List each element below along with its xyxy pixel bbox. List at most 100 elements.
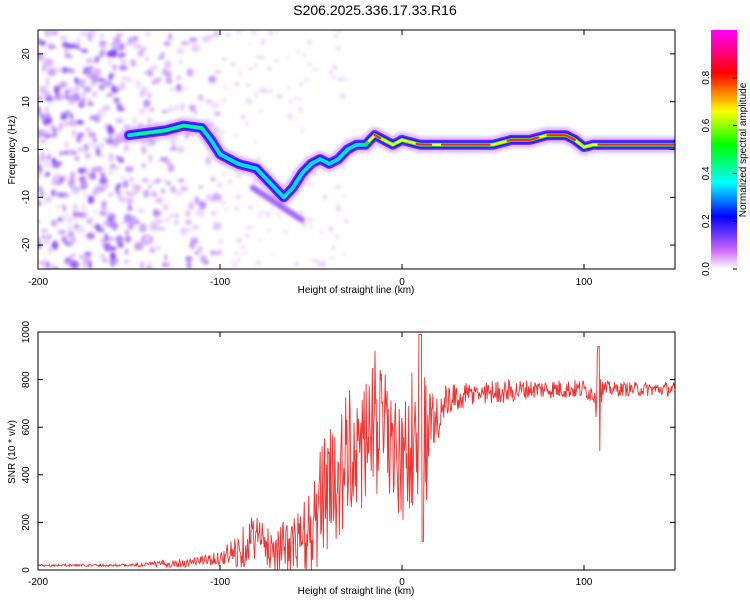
spectrogram-noise-blob [206, 34, 215, 39]
spectrogram-noise-blob [251, 30, 257, 35]
snr-y-ticks: 1000 800 600 400 200 0 [21, 320, 675, 573]
spectrogram-noise-blob [93, 68, 102, 76]
spectrogram-noise-blob [75, 140, 82, 144]
spectrogram-noise-blob [127, 78, 133, 83]
spectrogram-noise-blob [75, 38, 82, 47]
spectrogram-noise-blob [275, 31, 280, 34]
spectrogram-noise-blob [109, 246, 117, 251]
spectrogram-noise-blob [221, 172, 227, 176]
spectrogram-noise-blob [135, 83, 142, 89]
spectrogram-noise-blob [171, 188, 176, 193]
spectrogram-y-tick-label: 10 [21, 96, 32, 108]
spectrogram-noise-blob [253, 63, 258, 67]
spectrogram-noise-blob [109, 171, 113, 177]
spectrogram-noise-blob [58, 176, 64, 183]
spectrogram-noise-blob [141, 145, 147, 155]
ridge-core-green [136, 124, 204, 136]
spectrogram-noise-blob [160, 188, 166, 194]
spectrogram-noise-blob [75, 224, 85, 234]
spectrogram-noise-blob [149, 106, 155, 113]
spectrogram-noise-blob [38, 185, 43, 195]
spectrogram-noise-blob [188, 204, 195, 210]
spectrogram-noise-blob [118, 157, 125, 164]
spectrogram-noise-blob [67, 230, 75, 239]
spectrogram-noise-blob [270, 253, 276, 256]
snr-x-tick-label: 100 [576, 577, 593, 588]
spectrogram-noise-blob [95, 184, 104, 194]
spectrogram-noise-blob [38, 135, 41, 140]
spectrogram-noise-blob [155, 217, 160, 225]
spectrogram-noise-blob [149, 246, 156, 254]
spectrogram-noise-blob [268, 89, 273, 94]
spectrogram-noise-blob [342, 252, 347, 256]
spectrogram-noise-blob [335, 233, 339, 240]
spectrogram-noise-blob [73, 150, 77, 156]
spectrogram-noise-blob [166, 181, 171, 185]
spectrogram-noise-blob [186, 68, 194, 77]
spectrogram-noise-blob [164, 179, 168, 183]
spectrogram-noise-blob [74, 84, 80, 94]
spectrogram-noise-blob [319, 231, 324, 234]
spectrogram-noise-blob [276, 93, 283, 100]
spectrogram-noise-blob [78, 211, 88, 219]
spectrogram-noise-blob [191, 224, 200, 231]
spectrogram-noise-blob [321, 194, 328, 200]
spectrogram-noise-blob [334, 184, 341, 189]
spectrogram-noise-blob [159, 218, 163, 225]
spectrogram-noise-blob [124, 165, 134, 173]
spectrogram-noise-blob [202, 260, 210, 265]
spectrogram-noise-blob [221, 238, 224, 241]
spectrogram-noise-blob [86, 141, 95, 147]
spectrogram-noise-blob [248, 44, 251, 47]
spectrogram-noise-blob [155, 210, 162, 217]
spectrogram-noise-blob [78, 255, 85, 259]
spectrogram-noise-blob [87, 195, 95, 204]
spectrogram-noise-blob [143, 189, 150, 198]
spectrogram-noise-blob [43, 195, 48, 205]
spectrogram-noise-blob [95, 147, 101, 157]
spectrogram-noise-blob [234, 206, 239, 211]
ridge-core-red [415, 142, 433, 146]
spectrogram-noise-blob [124, 259, 129, 265]
ridge-core-red [373, 134, 382, 140]
spectrogram-noise-blob [292, 117, 296, 120]
spectrogram-noise-blob [167, 33, 173, 41]
spectrogram-noise-blob [335, 206, 342, 212]
spectrogram-noise-blob [148, 153, 153, 163]
spectrogram-noise-blob [197, 94, 204, 102]
spectrogram-noise-blob [151, 65, 158, 70]
spectrogram-noise-blob [69, 176, 76, 184]
spectrogram-noise-blob [221, 57, 227, 61]
spectrogram-noise-blob [47, 69, 56, 77]
spectrogram-noise-blob [246, 98, 252, 103]
spectrogram-noise-blob [62, 192, 69, 198]
spectrogram-noise-blob [150, 191, 158, 198]
spectrogram-noise-blob [70, 236, 76, 244]
spectrogram-noise-blob [44, 76, 51, 81]
ridge-secondary-branch [249, 184, 305, 223]
spectrogram-noise-blob [335, 46, 341, 51]
spectrogram-noise-blob [66, 256, 70, 262]
spectrogram-noise-blob [265, 211, 271, 218]
spectrogram-noise-blob [88, 171, 96, 180]
spectrogram-noise-blob [245, 121, 249, 126]
spectrogram-noise-blob [329, 256, 335, 260]
spectrogram-noise-blob [137, 184, 141, 192]
spectrogram-noise-blob [125, 248, 129, 255]
spectrogram-noise-blob [43, 239, 50, 244]
spectrogram-noise-blob [144, 56, 149, 62]
spectrogram-noise-blob [98, 83, 106, 91]
spectrogram-noise-blob [78, 78, 87, 85]
spectrogram-noise-blob [224, 33, 231, 38]
spectrogram-noise-blob [216, 182, 223, 188]
colorbar-tick-label: 0.4 [701, 166, 712, 180]
snr-frame [37, 331, 676, 571]
spectrogram-noise-blob [63, 40, 67, 47]
spectrogram-noise-blob [217, 248, 223, 255]
spectrogram-noise-blob [212, 126, 220, 133]
spectrogram-noise-blob [194, 196, 200, 205]
spectrogram-noise-blob [88, 131, 97, 139]
spectrogram-noise-blob [99, 253, 106, 259]
spectrogram-noise-blob [332, 66, 339, 71]
spectrogram-noise-blob [148, 235, 154, 243]
